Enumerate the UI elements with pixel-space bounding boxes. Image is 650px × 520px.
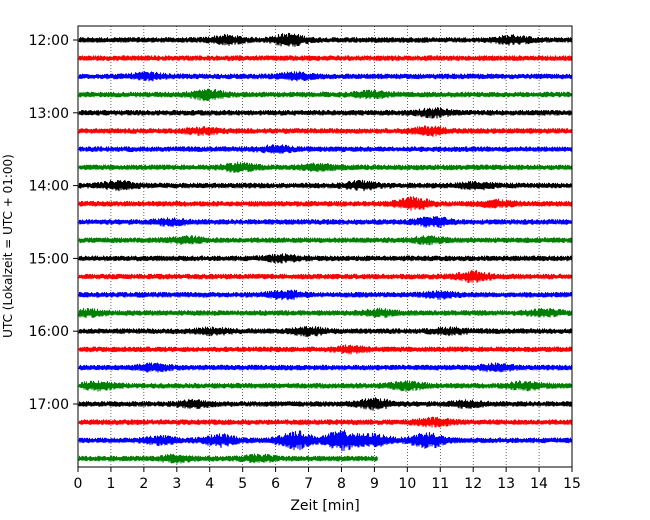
trace-line <box>78 216 573 229</box>
y-axis-title: UTC (Lokalzeit = UTC + 01:00) <box>1 154 15 338</box>
trace-line <box>78 107 573 119</box>
plot-frame <box>77 25 573 468</box>
x-tick-label: 9 <box>370 476 379 492</box>
trace-line <box>78 325 573 338</box>
x-tick-label: 15 <box>563 476 581 492</box>
trace-line <box>78 196 573 211</box>
trace-line <box>78 397 573 411</box>
x-tick-label: 1 <box>106 476 115 492</box>
trace-line <box>78 362 573 373</box>
x-tick-label: 3 <box>172 476 181 492</box>
trace-line <box>78 269 573 284</box>
x-tick-label: 10 <box>398 476 416 492</box>
trace-line <box>78 161 573 173</box>
y-axis: 12:00 13:00 14:00 15:00 16:00 17:00 <box>29 33 78 413</box>
x-tick-label: 7 <box>304 476 313 492</box>
trace-line <box>78 88 573 102</box>
trace-line <box>78 253 573 264</box>
trace-line <box>78 289 573 301</box>
y-tick-label: 12:00 <box>29 33 69 49</box>
trace-line <box>78 307 573 319</box>
x-tick-label: 0 <box>74 476 83 492</box>
y-tick-label: 16:00 <box>29 324 69 340</box>
x-tick-label: 4 <box>205 476 214 492</box>
y-tick-label: 14:00 <box>29 179 69 195</box>
trace-line <box>78 32 573 47</box>
trace-line <box>78 429 573 452</box>
x-tick-label: 12 <box>464 476 482 492</box>
trace-line <box>78 416 573 428</box>
x-tick-label: 8 <box>337 476 346 492</box>
trace-line <box>78 179 573 192</box>
x-tick-label: 6 <box>271 476 280 492</box>
trace-line <box>78 125 573 138</box>
x-tick-label: 2 <box>139 476 148 492</box>
y-tick-label: 13:00 <box>29 106 69 122</box>
x-axis: 0 1 2 3 4 5 6 7 8 9 10 11 12 13 14 15 <box>74 467 581 492</box>
trace-line <box>78 71 573 82</box>
trace-line <box>78 344 573 355</box>
x-tick-label: 13 <box>497 476 515 492</box>
y-tick-label: 15:00 <box>29 251 69 267</box>
y-tick-label: 17:00 <box>29 397 69 413</box>
x-tick-label: 14 <box>530 476 548 492</box>
trace-line <box>78 144 573 155</box>
x-tick-label: 11 <box>431 476 449 492</box>
trace-line <box>78 453 379 464</box>
trace-line <box>78 235 573 246</box>
trace-line <box>78 380 573 392</box>
x-axis-title: Zeit [min] <box>290 498 359 514</box>
x-tick-label: 5 <box>238 476 247 492</box>
traces <box>78 32 573 464</box>
trace-line <box>78 55 573 62</box>
